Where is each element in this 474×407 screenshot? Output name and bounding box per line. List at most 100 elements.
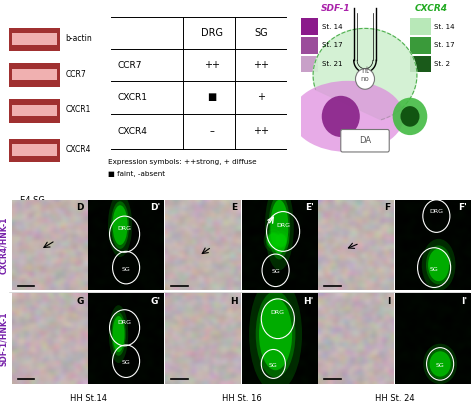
Text: HH St.14: HH St.14 <box>70 394 107 403</box>
Text: SG: SG <box>255 28 268 38</box>
Text: St. 17: St. 17 <box>322 42 342 48</box>
Bar <box>298 55 319 72</box>
Text: CCR7: CCR7 <box>66 70 86 79</box>
Text: SG: SG <box>269 363 278 368</box>
Ellipse shape <box>426 245 451 284</box>
Circle shape <box>356 69 374 89</box>
Text: H': H' <box>303 297 314 306</box>
Text: Expression symbols: ++strong, + diffuse: Expression symbols: ++strong, + diffuse <box>108 159 256 165</box>
Text: D': D' <box>150 204 161 212</box>
Text: CXCR4/HNK-1: CXCR4/HNK-1 <box>0 217 8 274</box>
Bar <box>9 139 60 162</box>
Ellipse shape <box>266 232 281 249</box>
Bar <box>12 69 57 81</box>
Text: St. 17: St. 17 <box>434 42 455 48</box>
Text: CCR7: CCR7 <box>117 61 142 70</box>
Circle shape <box>392 98 427 135</box>
Bar <box>12 105 57 116</box>
Ellipse shape <box>422 239 456 291</box>
Ellipse shape <box>423 344 457 384</box>
Ellipse shape <box>428 249 449 281</box>
Text: I: I <box>387 297 391 306</box>
Text: F': F' <box>458 204 467 212</box>
Ellipse shape <box>256 291 295 377</box>
Ellipse shape <box>264 229 283 252</box>
Text: St. 14: St. 14 <box>434 24 455 30</box>
Text: SDF-1: SDF-1 <box>321 4 350 13</box>
Text: SG: SG <box>122 267 130 272</box>
Text: H: H <box>230 297 237 306</box>
Text: SG: SG <box>271 269 280 274</box>
Ellipse shape <box>267 233 279 248</box>
Ellipse shape <box>109 305 128 363</box>
Ellipse shape <box>275 234 286 247</box>
Bar <box>298 37 319 54</box>
Text: SG: SG <box>436 363 445 368</box>
Text: St. 14: St. 14 <box>322 24 342 30</box>
Text: CXCR1: CXCR1 <box>117 93 147 102</box>
Text: ++: ++ <box>253 127 269 136</box>
Text: I': I' <box>461 297 467 306</box>
Ellipse shape <box>249 276 302 392</box>
Polygon shape <box>313 28 417 120</box>
FancyBboxPatch shape <box>341 129 389 152</box>
Text: –: – <box>210 127 214 136</box>
Text: ■: ■ <box>207 92 217 103</box>
Text: DRG: DRG <box>118 226 132 231</box>
Ellipse shape <box>274 233 287 248</box>
Text: HH St. 16: HH St. 16 <box>222 394 262 403</box>
Bar <box>410 18 431 35</box>
Text: B: B <box>94 0 104 2</box>
Text: b-actin: b-actin <box>66 34 92 43</box>
Ellipse shape <box>428 349 453 379</box>
Text: CXCR1: CXCR1 <box>66 105 91 114</box>
Ellipse shape <box>265 184 294 270</box>
Ellipse shape <box>273 230 289 251</box>
Circle shape <box>401 106 419 127</box>
Bar <box>9 63 60 87</box>
Text: G': G' <box>151 297 161 306</box>
Ellipse shape <box>112 316 125 352</box>
Text: SG: SG <box>122 360 130 365</box>
Text: DA: DA <box>359 136 371 145</box>
Bar <box>410 37 431 54</box>
Text: D: D <box>76 204 84 212</box>
Bar <box>9 28 60 51</box>
Ellipse shape <box>111 201 129 249</box>
Ellipse shape <box>270 200 288 254</box>
Text: ++: ++ <box>253 60 269 70</box>
Ellipse shape <box>322 96 360 137</box>
Ellipse shape <box>111 313 126 356</box>
Text: DRG: DRG <box>271 310 285 315</box>
Text: DRG: DRG <box>118 320 132 325</box>
Text: St. 21: St. 21 <box>322 61 342 67</box>
Bar <box>9 99 60 123</box>
Text: ++: ++ <box>204 60 220 70</box>
Ellipse shape <box>268 195 290 260</box>
Text: nt: nt <box>361 66 369 75</box>
Text: St. 2: St. 2 <box>434 61 450 67</box>
Text: SDF-1/HNK-1: SDF-1/HNK-1 <box>0 311 8 366</box>
Text: HH St. 24: HH St. 24 <box>375 394 415 403</box>
Bar <box>410 55 431 72</box>
Text: DRG: DRG <box>201 28 223 38</box>
Text: ■ faint, -absent: ■ faint, -absent <box>108 171 165 177</box>
Ellipse shape <box>108 193 132 257</box>
Text: A: A <box>0 0 10 2</box>
Ellipse shape <box>112 205 128 245</box>
Text: G: G <box>77 297 84 306</box>
Text: no: no <box>361 76 369 82</box>
Ellipse shape <box>429 351 451 376</box>
Text: DRG: DRG <box>276 223 290 228</box>
Bar <box>12 144 57 155</box>
Text: CXCR4: CXCR4 <box>414 4 447 13</box>
Text: E': E' <box>305 204 314 212</box>
Text: CXCR4: CXCR4 <box>66 145 91 154</box>
Ellipse shape <box>259 298 292 370</box>
Bar <box>12 33 57 45</box>
Text: E: E <box>231 204 237 212</box>
Text: CXCR4: CXCR4 <box>117 127 147 136</box>
Text: E4 SG: E4 SG <box>20 196 45 205</box>
Ellipse shape <box>292 81 404 152</box>
Text: SG: SG <box>430 267 438 272</box>
